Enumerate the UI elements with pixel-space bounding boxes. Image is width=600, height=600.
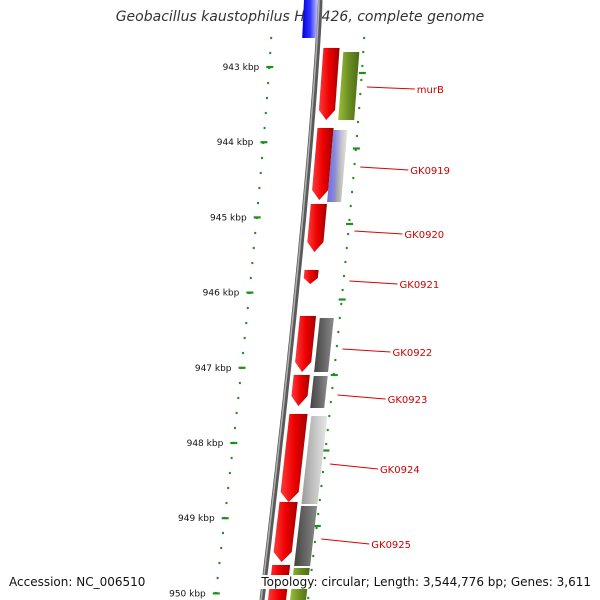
gene-arrow-gk0925 [273,501,298,563]
gene-label-gk0921: GK0921 [400,280,440,291]
scale-label: 947 kbp [195,364,232,374]
genome-summary: Topology: circular; Length: 3,544,776 bp… [257,575,591,589]
backbone-line [259,0,323,600]
gene-label-gk0923: GK0923 [388,395,428,406]
cog-bar-gk0919-b [335,130,348,202]
map-title: Geobacillus kaustophilus HTA426, complet… [115,9,485,25]
gene-label-line-gk0922 [342,348,391,353]
gene-arrow-gk0919 [311,127,334,201]
gene-arrow-gk0921 [303,269,319,285]
gene-label-line-murb [366,86,415,90]
accession-text: Accession: NC_006510 [9,575,146,589]
gene-label-gk0924: GK0924 [380,465,420,476]
gene-labels: murB GK0919 GK0920 GK0921 GK0922 GK0923 GK0924… [321,85,450,551]
gene-arrow-gk0922 [294,315,317,373]
gene-arrow-gk0924 [280,413,308,503]
scale-ticks: 943 kbp 944 kbp 945 kbp 946 kbp 947 kbp 948 k… [169,36,366,599]
cog-bar-blue [302,0,318,38]
scale-label: 943 kbp [223,63,260,73]
cog-bar-gk0919-a [327,130,343,202]
scale-label: 950 kbp [169,589,206,599]
gene-label-line-gk0925 [321,538,370,545]
gene-label-gk0919: GK0919 [410,166,450,177]
gene-label-line-gk0923 [337,394,386,400]
scale-label: 946 kbp [203,289,240,299]
scale-label: 949 kbp [178,514,215,524]
gene-label-gk0922: GK0922 [393,348,433,359]
gene-label-line-gk0919 [360,166,409,171]
gene-label-line-gk0920 [354,230,403,235]
cog-bar-gk0925 [294,506,318,566]
gene-label-gk0920: GK0920 [404,230,444,241]
gene-label-line-gk0924 [329,463,378,470]
cog-bar-murb [338,52,360,120]
cog-bar-gk0922 [314,318,334,372]
gene-label-line-gk0921 [349,280,398,285]
gene-label-gk0925: GK0925 [371,540,411,551]
gene-features [268,47,340,600]
cog-bar-gk0924 [301,416,328,504]
gene-label-murb: murB [417,85,444,96]
cog-bar-gk0923 [310,376,328,408]
scale-label: 948 kbp [187,439,224,449]
gene-arrow-murb [318,47,340,121]
genome-backbone [259,0,323,600]
backbone-highlight [260,0,320,600]
gene-arrow-gk0923 [291,374,311,407]
scale-label: 945 kbp [210,213,247,223]
scale-label: 944 kbp [217,138,254,148]
gene-arrow-gk0920 [307,203,328,253]
